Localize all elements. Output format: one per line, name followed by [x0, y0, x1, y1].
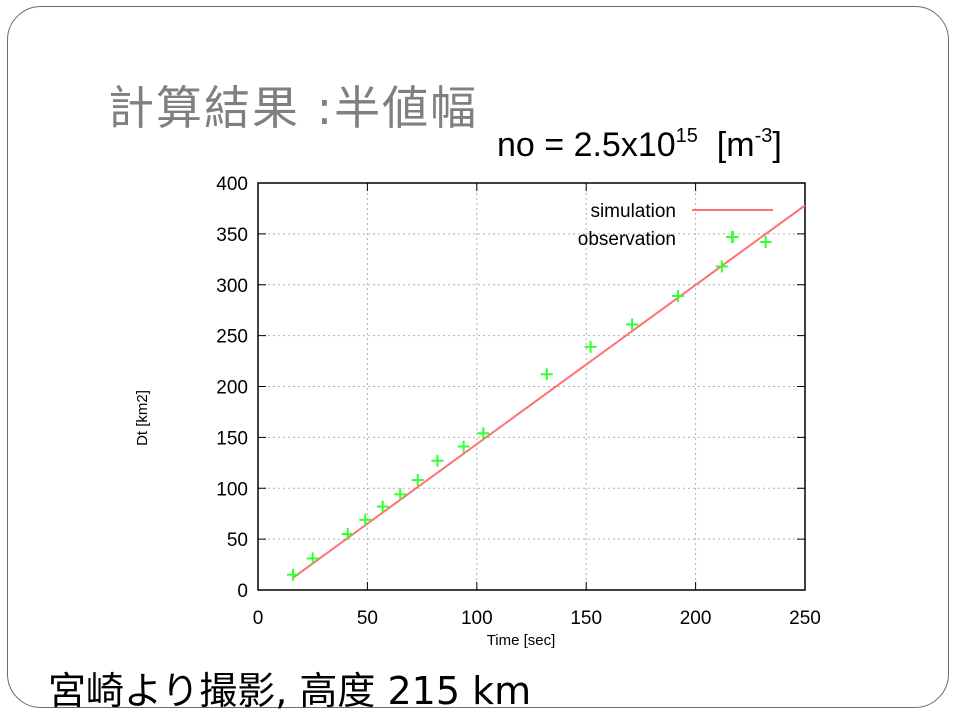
observation-point — [287, 568, 300, 581]
legend-label-simulation: simulation — [590, 201, 676, 222]
y-tick-label: 200 — [216, 378, 248, 399]
simulation-line — [292, 204, 806, 579]
x-tick-label: 50 — [357, 608, 378, 629]
density-unit-exponent: -3 — [754, 125, 773, 147]
density-annotation: no = 2.5x1015 [m-3] — [497, 126, 782, 165]
observation-point — [759, 236, 772, 249]
density-unit-close: ] — [772, 126, 782, 164]
density-exponent: 15 — [675, 125, 698, 147]
observation-point — [341, 528, 354, 541]
observation-point — [715, 260, 728, 273]
plot-frame — [257, 182, 806, 591]
observation-point — [376, 500, 389, 513]
x-tick-label: 200 — [680, 608, 712, 629]
legend: simulation observation — [578, 201, 773, 250]
observation-point — [540, 368, 553, 381]
x-tick-label: 0 — [253, 608, 264, 629]
tick-layer: 0 50 100 150 200 250 0 50 100 150 200 250 300 350 400 — [216, 174, 821, 629]
observation-point — [626, 318, 639, 331]
density-unit-open: [m — [697, 126, 755, 164]
y-tick-label: 50 — [227, 530, 248, 551]
y-tick-label: 300 — [216, 276, 248, 297]
observation-point — [477, 427, 490, 440]
slide-title: 計算結果 :半値幅 — [108, 81, 479, 135]
footer-caption: 宮崎より撮影, 高度 215 km — [48, 669, 532, 713]
x-tick-label: 150 — [570, 608, 602, 629]
observation-point — [457, 440, 470, 453]
legend-swatch-observation — [726, 231, 738, 243]
slide-frame — [7, 6, 949, 708]
observation-point — [672, 289, 685, 302]
y-tick-label: 400 — [216, 174, 248, 195]
y-tick-label: 150 — [216, 428, 248, 449]
observation-point — [394, 488, 407, 501]
observation-point — [306, 552, 319, 565]
y-tick-label: 250 — [216, 327, 248, 348]
y-axis-title: Dt [km2] — [134, 390, 151, 446]
legend-label-observation: observation — [578, 229, 676, 250]
observation-point — [584, 340, 597, 353]
series-layer — [287, 204, 806, 581]
x-tick-label: 100 — [461, 608, 493, 629]
y-tick-label: 0 — [237, 581, 248, 602]
density-base: no = 2.5x10 — [497, 126, 676, 164]
x-tick-label: 250 — [789, 608, 821, 629]
y-tick-label: 350 — [216, 225, 248, 246]
observation-point — [411, 474, 424, 487]
observation-point — [359, 513, 372, 526]
x-axis-title: Time [sec] — [487, 632, 556, 649]
observation-point — [431, 454, 444, 467]
grid-layer — [258, 183, 805, 590]
y-tick-label: 100 — [216, 479, 248, 500]
